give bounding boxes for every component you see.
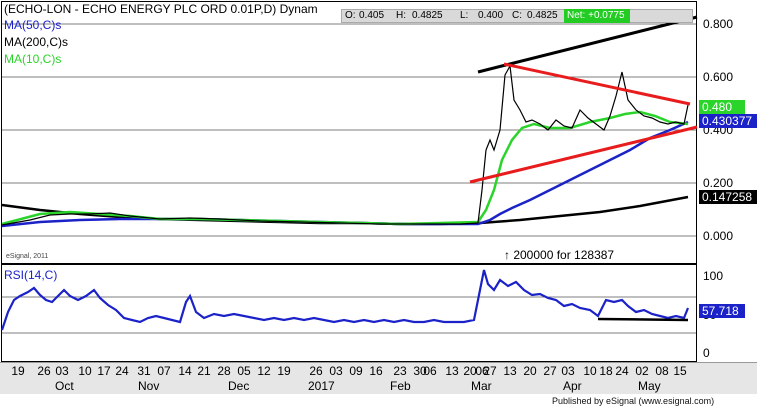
open-label: O:	[345, 10, 356, 21]
low-value: 0.400	[478, 10, 504, 21]
x-month-label: May	[638, 379, 661, 393]
price-gridlines	[1, 23, 697, 237]
open-value: 0.405	[359, 10, 385, 21]
x-day-label: 19	[11, 364, 25, 378]
x-day-label: 27	[543, 364, 557, 378]
x-month-label: Nov	[138, 379, 160, 393]
x-day-label: 10	[78, 364, 92, 378]
x-day-label: 21	[197, 364, 211, 378]
x-day-label: 05	[237, 364, 251, 378]
x-day-label: 13	[503, 364, 517, 378]
rsi-tick-100: 100	[703, 269, 724, 283]
close-value: 0.4825	[527, 10, 558, 21]
x-day-label: 26	[37, 364, 51, 378]
x-day-label: 03	[329, 364, 343, 378]
ma10-line	[1, 110, 689, 226]
x-month-label: Feb	[390, 379, 411, 393]
x-day-label: 02	[635, 364, 649, 378]
right-axis	[697, 0, 757, 362]
ma200-value-tag: 0.147258	[699, 190, 757, 204]
x-day-label: 03	[55, 364, 69, 378]
x-day-label: 10	[583, 364, 597, 378]
x-month-label: Oct	[55, 379, 74, 393]
x-day-label: 12	[257, 364, 271, 378]
x-day-label: 15	[673, 364, 687, 378]
upper-black-trendline	[477, 15, 698, 74]
close-label: C:	[512, 10, 522, 21]
x-day-label: 13	[445, 364, 459, 378]
price-close-line	[1, 64, 689, 226]
high-value: 0.4825	[412, 10, 443, 21]
x-day-label: 18	[599, 364, 613, 378]
net-change-badge: Net: +0.0775	[564, 9, 630, 23]
x-day-label: 20	[463, 364, 477, 378]
rsi-value-tag: 57.718	[699, 304, 745, 318]
x-day-label: 26	[309, 364, 323, 378]
price-candles	[1, 64, 689, 226]
x-month-label: Dec	[228, 379, 250, 393]
volume-note: ↑ 200000 for 128387	[504, 248, 615, 262]
rsi-tick-0: 0	[703, 346, 710, 360]
x-day-label: 08	[655, 364, 669, 378]
x-day-label: 03	[561, 364, 575, 378]
x-day-label: 17	[97, 364, 111, 378]
x-month-label: Mar	[471, 379, 492, 393]
rsi-support-line	[597, 317, 689, 322]
x-day-label: 31	[137, 364, 151, 378]
x-day-label: 06	[475, 364, 489, 378]
rsi-legend: RSI(14,C)	[4, 268, 58, 282]
ma10-legend: MA(10,C)s	[4, 52, 62, 66]
x-day-label: 14	[178, 364, 192, 378]
ma50-value-tag: 0.430377	[699, 114, 757, 128]
x-day-label: 09	[349, 364, 363, 378]
y-tick-0.000: 0.000	[703, 229, 734, 243]
ma200-legend: MA(200,C)s	[4, 35, 69, 49]
x-day-label: 24	[115, 364, 129, 378]
x-day-label: 20	[523, 364, 537, 378]
ma50-legend: MA(50,C)s	[4, 18, 62, 32]
lower-red-trendline	[469, 125, 698, 184]
ma50-line	[1, 120, 689, 228]
publisher-footer: Published by eSignal (www.esignal.com)	[552, 396, 715, 406]
high-label: H:	[396, 10, 406, 21]
x-day-label: 28	[217, 364, 231, 378]
low-label: L:	[460, 10, 469, 21]
x-month-label: Apr	[563, 379, 582, 393]
y-tick-0.600: 0.600	[703, 70, 734, 84]
x-day-label: 30	[413, 364, 427, 378]
y-tick-0.200: 0.200	[703, 176, 734, 190]
upper-red-trendline	[503, 62, 691, 106]
date-axis	[0, 362, 757, 394]
rsi-chart-panel[interactable]	[1, 264, 697, 362]
x-day-label: 24	[615, 364, 629, 378]
copyright-note: eSignal, 2011	[6, 253, 49, 260]
x-day-label: 19	[277, 364, 291, 378]
ohlc-readout: O: 0.405 H: 0.4825 L: 0.400 C: 0.4825	[341, 9, 693, 23]
x-day-label: 07	[157, 364, 171, 378]
x-day-label: 23	[393, 364, 407, 378]
x-day-label: 16	[369, 364, 383, 378]
x-day-label: 27	[483, 364, 497, 378]
x-day-label: 06	[423, 364, 437, 378]
last-price-tag: 0.480	[699, 100, 745, 114]
y-tick-0.800: 0.800	[703, 17, 734, 31]
chart-title: (ECHO-LON - ECHO ENERGY PLC ORD 0.01P,D)…	[4, 2, 318, 16]
rsi-line	[0, 269, 690, 331]
rsi-gridlines	[1, 296, 697, 334]
x-month-label: 2017	[308, 379, 335, 393]
